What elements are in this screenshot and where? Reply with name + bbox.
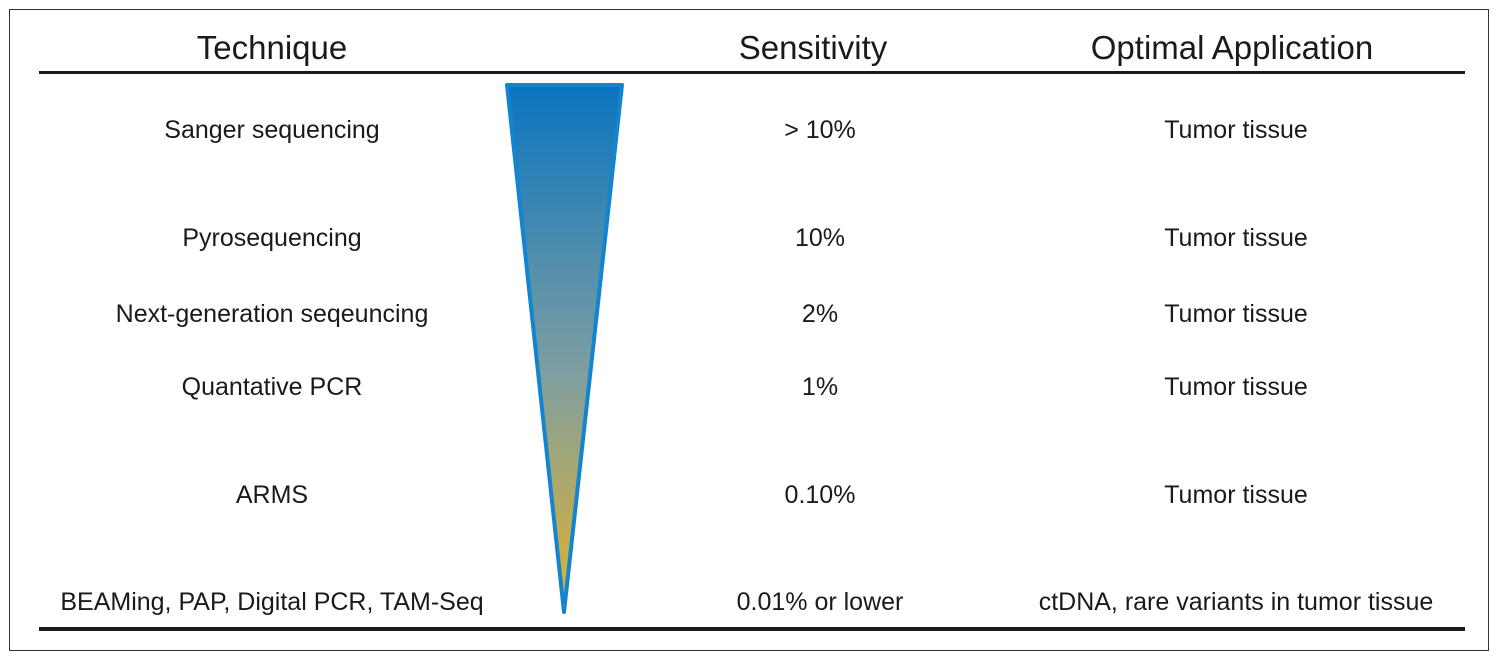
row-1-technique: Sanger sequencing — [164, 116, 380, 144]
row-1-application: Tumor tissue — [1164, 116, 1308, 144]
footer-rule — [39, 627, 1465, 631]
header-sensitivity: Sensitivity — [738, 29, 888, 66]
row-2-technique: Pyrosequencing — [182, 224, 362, 252]
header-optimal-application: Optimal Application — [1090, 29, 1374, 66]
row-1-sensitivity: > 10% — [784, 116, 856, 144]
header-technique: Technique — [196, 29, 348, 66]
row-3-sensitivity: 2% — [801, 300, 839, 328]
row-3-technique: Next-generation seqeuncing — [115, 300, 429, 328]
row-5-sensitivity: 0.10% — [784, 481, 856, 509]
row-4-application: Tumor tissue — [1164, 373, 1308, 401]
row-2-sensitivity: 10% — [794, 224, 846, 252]
row-5-technique: ARMS — [235, 481, 309, 509]
row-6-technique: BEAMing, PAP, Digital PCR, TAM-Seq — [60, 588, 484, 616]
row-5-application: Tumor tissue — [1164, 481, 1308, 509]
header-rule — [39, 71, 1465, 74]
table-frame — [9, 9, 1489, 651]
row-3-application: Tumor tissue — [1164, 300, 1308, 328]
row-6-application: ctDNA, rare variants in tumor tissue — [1038, 588, 1434, 616]
row-4-sensitivity: 1% — [801, 373, 839, 401]
row-6-sensitivity: 0.01% or lower — [736, 588, 904, 616]
row-2-application: Tumor tissue — [1164, 224, 1308, 252]
wedge-triangle — [505, 83, 624, 614]
row-4-technique: Quantative PCR — [181, 373, 363, 401]
